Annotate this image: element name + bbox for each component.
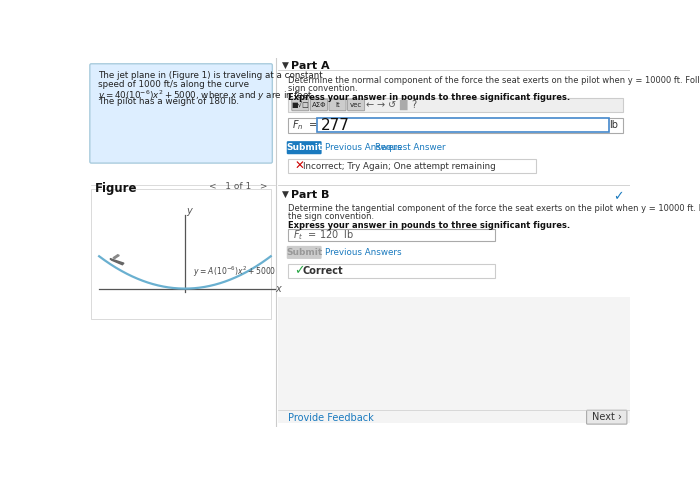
Text: y: y — [186, 206, 193, 216]
FancyBboxPatch shape — [310, 99, 328, 111]
Text: ↺: ↺ — [388, 100, 395, 110]
Text: speed of 1000 ft/s along the curve: speed of 1000 ft/s along the curve — [97, 80, 248, 89]
FancyBboxPatch shape — [287, 141, 321, 154]
Polygon shape — [110, 259, 124, 265]
Text: →: → — [377, 100, 385, 110]
Text: 277: 277 — [321, 118, 350, 133]
Text: AΣΦ: AΣΦ — [312, 102, 326, 108]
Text: Part A: Part A — [291, 60, 330, 71]
FancyBboxPatch shape — [317, 119, 609, 132]
Text: The jet plane in (Figure 1) is traveling at a constant: The jet plane in (Figure 1) is traveling… — [97, 72, 322, 81]
Text: Figure: Figure — [95, 182, 138, 195]
Text: Part B: Part B — [291, 190, 330, 200]
Text: the sign convention.: the sign convention. — [288, 212, 374, 221]
Text: Express your answer in pounds to three significant figures.: Express your answer in pounds to three s… — [288, 221, 570, 230]
Text: $F_t$  = 120  lb: $F_t$ = 120 lb — [293, 228, 354, 241]
Text: Correct: Correct — [302, 266, 343, 276]
FancyBboxPatch shape — [288, 264, 495, 278]
FancyBboxPatch shape — [278, 297, 630, 423]
FancyBboxPatch shape — [292, 99, 309, 111]
Text: ■√□: ■√□ — [291, 102, 309, 108]
FancyBboxPatch shape — [288, 228, 495, 241]
Text: ✓: ✓ — [294, 264, 304, 277]
Text: ←: ← — [366, 100, 374, 110]
Text: ✕: ✕ — [294, 160, 304, 173]
Text: Previous Answers: Previous Answers — [325, 143, 402, 152]
Text: Submit: Submit — [286, 143, 322, 152]
Text: Submit: Submit — [286, 248, 322, 257]
FancyBboxPatch shape — [288, 118, 623, 133]
Text: The pilot has a weight of 180 lb.: The pilot has a weight of 180 lb. — [97, 97, 239, 106]
FancyBboxPatch shape — [288, 98, 623, 111]
Text: Provide Feedback: Provide Feedback — [288, 413, 374, 423]
Text: x: x — [275, 284, 281, 294]
Text: ✓: ✓ — [613, 190, 624, 203]
Text: Request Answer: Request Answer — [374, 143, 445, 152]
Text: Incorrect; Try Again; One attempt remaining: Incorrect; Try Again; One attempt remain… — [302, 162, 496, 171]
Text: Previous Answers: Previous Answers — [325, 248, 402, 257]
Text: lb: lb — [610, 120, 618, 131]
FancyBboxPatch shape — [92, 189, 271, 319]
FancyBboxPatch shape — [90, 64, 272, 163]
Polygon shape — [113, 255, 119, 259]
Text: Determine the normal component of the force the seat exerts on the pilot when y : Determine the normal component of the fo… — [288, 76, 700, 85]
Text: ▼: ▼ — [281, 190, 288, 199]
FancyBboxPatch shape — [287, 246, 321, 259]
FancyBboxPatch shape — [288, 159, 536, 173]
Text: Determine the tangential component of the force the seat exerts on the pilot whe: Determine the tangential component of th… — [288, 204, 700, 213]
Text: $y = 40(10^{-6})x^2 + 5000$, where $x$ and $y$ are in feet.: $y = 40(10^{-6})x^2 + 5000$, where $x$ a… — [97, 88, 314, 103]
Text: $y = A\,(10^{-6})x^2 + 5000$: $y = A\,(10^{-6})x^2 + 5000$ — [193, 264, 276, 279]
Text: █: █ — [399, 100, 407, 110]
FancyBboxPatch shape — [587, 410, 627, 424]
Text: Next ›: Next › — [592, 412, 622, 422]
Text: ▼: ▼ — [281, 60, 288, 70]
Text: It: It — [335, 102, 340, 108]
FancyBboxPatch shape — [348, 99, 365, 111]
Text: sign convention.: sign convention. — [288, 84, 358, 93]
Text: vec: vec — [350, 102, 362, 108]
Text: $F_n$  =: $F_n$ = — [292, 119, 317, 132]
FancyBboxPatch shape — [329, 99, 346, 111]
Text: ?: ? — [411, 100, 416, 110]
Text: Express your answer in pounds to three significant figures.: Express your answer in pounds to three s… — [288, 93, 570, 102]
Text: <   1 of 1   >: < 1 of 1 > — [209, 182, 267, 192]
